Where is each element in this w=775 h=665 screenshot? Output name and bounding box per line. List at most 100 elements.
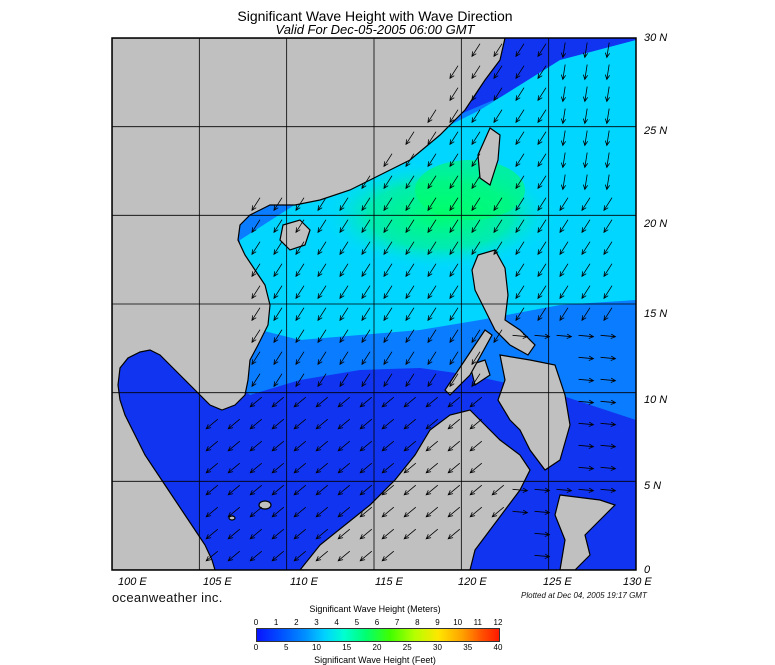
lat-label-0: 0 [644,564,651,576]
wave-direction-arrow [447,462,461,474]
wave-direction-arrow [471,373,481,388]
wave-direction-arrow [515,131,525,146]
lat-label-15: 15 N [644,308,668,320]
wave-direction-arrow [205,462,219,474]
wave-direction-arrow [381,462,395,474]
wave-direction-arrow [317,219,327,234]
wave-direction-arrow [249,528,263,540]
map-subtitle: Valid For Dec-05-2005 06:00 GMT [275,22,475,37]
wave-direction-arrow [600,333,617,339]
wave-direction-arrow [561,86,567,103]
wave-direction-arrow [447,506,461,518]
legend-tick-meters: 11 [473,618,482,627]
wave-direction-arrow [381,396,395,408]
wave-direction-arrow [471,219,481,234]
wave-direction-arrow [271,506,285,518]
wave-direction-arrow [273,241,283,256]
wave-direction-arrow [469,506,483,518]
wave-direction-arrow [383,263,393,278]
wave-direction-arrow [556,487,573,493]
wave-direction-arrow [493,197,503,212]
legend-tick-meters: 4 [334,618,339,627]
wave-direction-arrow [515,219,525,234]
wave-direction-arrow [605,174,611,191]
wave-direction-arrow [447,528,461,540]
wave-direction-arrow [295,219,305,234]
wave-direction-arrow [339,241,349,256]
wave-direction-arrow [559,263,569,278]
wave-direction-arrow [537,197,547,212]
wave-direction-arrow [537,65,547,80]
wave-direction-arrow [449,373,459,388]
legend-tick-feet: 20 [372,643,382,652]
wave-direction-arrow [427,131,437,146]
wave-direction-arrow [449,219,459,234]
wave-direction-arrow [273,219,283,234]
wave-direction-arrow [293,418,307,430]
wave-direction-arrow [359,528,373,540]
wave-direction-arrow [405,351,415,366]
wave-direction-arrow [251,307,261,322]
wave-direction-arrow [339,329,349,344]
wave-direction-arrow [583,174,589,191]
wave-direction-arrow [534,487,551,493]
wave-direction-arrow [405,241,415,256]
wave-direction-arrow [578,333,595,339]
wave-direction-arrow [251,285,261,300]
wave-direction-arrow [578,465,595,471]
wave-direction-arrow [581,197,591,212]
wave-direction-arrow [449,285,459,300]
wave-direction-arrow [205,484,219,496]
lon-label-100: 100 E [118,576,147,588]
wave-direction-arrow [383,373,393,388]
wave-direction-arrow [559,307,569,322]
wave-direction-arrow [425,440,439,452]
wave-direction-arrow [447,440,461,452]
wave-direction-arrow [251,329,261,344]
wave-direction-arrow [273,351,283,366]
wave-direction-arrow [515,285,525,300]
wave-direction-arrow [449,109,459,124]
wave-direction-arrow [403,440,417,452]
wave-direction-arrow [449,351,459,366]
legend-tick-meters: 0 [253,618,259,627]
land-luzon [471,249,536,356]
wave-direction-arrow [578,399,595,405]
wave-direction-arrow [449,307,459,322]
wave-direction-arrow [537,131,547,146]
wave-direction-arrow [359,418,373,430]
wave-direction-arrow [583,152,589,169]
wave-direction-arrow [534,509,551,515]
wave-direction-arrow [315,396,329,408]
wave-direction-arrow [381,506,395,518]
wave-direction-arrow [295,263,305,278]
wave-direction-arrow [425,462,439,474]
wave-direction-arrow [603,241,613,256]
wave-direction-arrow [337,440,351,452]
wave-direction-arrow [515,307,525,322]
wave-direction-arrow [427,373,437,388]
wave-direction-arrow [603,285,613,300]
wave-direction-arrow [271,418,285,430]
legend-title-meters: Significant Wave Height (Meters) [309,604,441,614]
wave-direction-arrow [359,396,373,408]
wave-direction-arrow [227,528,241,540]
wave-direction-arrow [556,333,573,339]
wave-direction-arrow [491,506,505,518]
wave-direction-arrow [271,528,285,540]
wave-direction-arrow [359,462,373,474]
wave-direction-arrow [515,87,525,102]
wave-direction-arrow [405,263,415,278]
wave-direction-arrow [293,484,307,496]
wave-direction-arrow [317,197,327,212]
wave-direction-arrow [227,550,241,562]
wave-direction-arrow [249,506,263,518]
wave-direction-arrow [249,396,263,408]
wave-direction-arrow [583,86,589,103]
wave-direction-arrow [383,153,393,168]
wave-direction-arrow [317,263,327,278]
lon-label-130: 130 E [623,576,652,588]
wave-direction-arrow [561,130,567,147]
wave-direction-arrow [515,197,525,212]
wave-direction-arrow [273,307,283,322]
